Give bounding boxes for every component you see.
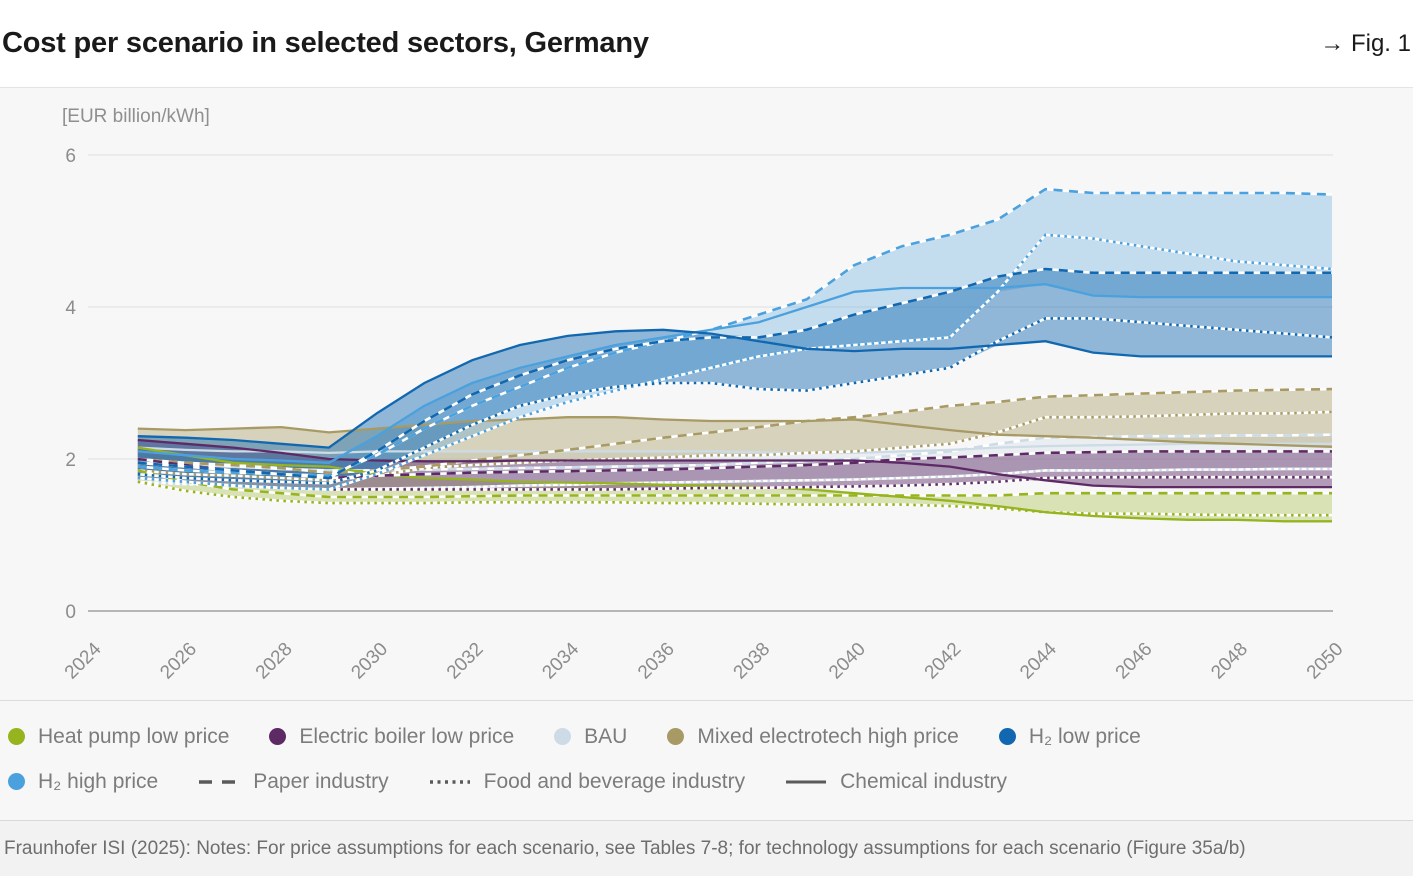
figure-reference: → Fig. 1 — [1320, 29, 1411, 57]
line-heat_pump-chemical — [137, 446, 1332, 523]
x-axis-tick-label: 2034 — [538, 638, 583, 683]
x-axis-tick-label: 2036 — [634, 639, 679, 684]
y-axis-tick-label: 6 — [65, 146, 76, 167]
source-note: Fraunhofer ISI (2025): Notes: For price … — [4, 837, 1246, 859]
legend-item-label: H₂ low price — [1028, 724, 1141, 748]
legend-item-label: H₂ high price — [38, 769, 159, 793]
x-axis-tick-label: 2046 — [1112, 639, 1157, 684]
legend-item-label: Heat pump low price — [38, 724, 230, 748]
legend-item-label: Electric boiler low price — [299, 724, 515, 748]
x-axis-tick-label: 2030 — [347, 639, 392, 684]
legend-item: Heat pump low price — [8, 725, 229, 749]
chart-area: 0 2 4 6 2024 2026 2028 2030 2032 2034 2036 2038 2040… — [0, 88, 1413, 702]
legend-color-dot-icon — [269, 728, 287, 745]
x-axis-tick-label: 2024 — [61, 638, 106, 683]
legend-item: Food and beverage industry — [429, 769, 746, 794]
x-axis-tick-label: 2048 — [1207, 639, 1252, 684]
cost-scenario-chart: 0 2 4 6 2024 2026 2028 2030 2032 2034 2036 2038 2040… — [61, 146, 1348, 684]
x-axis-tick-label: 2032 — [443, 639, 488, 684]
y-axis-tick-label: 0 — [65, 602, 76, 623]
x-axis-tick-label: 2028 — [252, 639, 297, 684]
legend-dotted-line-icon — [429, 779, 470, 784]
line-heat_pump-paper — [137, 469, 1332, 499]
legend-item: BAU — [554, 725, 627, 749]
x-axis-tick-label: 2038 — [730, 639, 775, 684]
legend-divider — [0, 700, 1413, 701]
chart-legend: Heat pump low price Electric boiler low p… — [8, 714, 1408, 804]
legend-item-label: Mixed electrotech high price — [697, 724, 959, 748]
legend-item-label: Food and beverage industry — [483, 769, 746, 793]
legend-dashed-line-icon — [199, 779, 240, 784]
line-bau-food — [137, 467, 1332, 491]
legend-solid-line-icon — [786, 780, 827, 783]
legend-item: Electric boiler low price — [269, 725, 514, 749]
band-mixed — [137, 389, 1332, 481]
legend-item-label: Paper industry — [253, 769, 389, 793]
line-h2_high-chemical — [137, 283, 1332, 464]
line-h2_low-chemical — [137, 328, 1332, 449]
y-axis-tick-label: 2 — [65, 450, 76, 471]
legend-color-dot-icon — [8, 773, 25, 790]
x-axis-tick-label: 2042 — [921, 639, 966, 684]
line-h2_high-paper — [137, 187, 1333, 478]
x-axis-tick-label: 2040 — [825, 639, 870, 684]
legend-item: Chemical industry — [785, 770, 1007, 794]
legend-item-label: Chemical industry — [840, 769, 1008, 793]
legend-item: Paper industry — [198, 769, 389, 794]
band-bau — [137, 434, 1332, 490]
figure-title: Cost per scenario in selected sectors, G… — [2, 27, 649, 59]
legend-row-scenarios: Heat pump low price Electric boiler low p… — [8, 714, 1408, 759]
line-electric_boiler-food — [137, 475, 1332, 491]
line-bau-chemical — [137, 442, 1332, 455]
legend-item: H₂ high price — [8, 770, 158, 794]
legend-item-label: BAU — [584, 724, 628, 748]
x-axis-tick-label: 2050 — [1303, 639, 1348, 684]
legend-color-dot-icon — [8, 728, 25, 745]
line-h2_high-food — [137, 233, 1333, 491]
legend-row-sectors: H₂ high price Paper industry Food and beve… — [8, 759, 1408, 804]
line-mixed-paper — [137, 387, 1333, 475]
y-axis-unit-label: [EUR billion/kWh] — [62, 106, 210, 127]
legend-item: H₂ low price — [998, 724, 1141, 749]
x-axis-tick-label: 2044 — [1016, 638, 1061, 683]
legend-color-dot-icon — [667, 728, 685, 745]
legend-color-dot-icon — [554, 728, 572, 745]
line-electric_boiler-paper — [137, 450, 1332, 480]
source-footer: Fraunhofer ISI (2025): Notes: For price … — [0, 820, 1413, 876]
line-bau-paper — [137, 433, 1333, 472]
legend-color-dot-icon — [998, 728, 1016, 745]
x-axis-tick-label: 2026 — [156, 639, 201, 684]
figure-header: Cost per scenario in selected sectors, G… — [0, 0, 1413, 88]
legend-item: Mixed electrotech high price — [667, 724, 959, 749]
y-axis-tick-label: 4 — [65, 298, 76, 319]
line-mixed-chemical — [137, 416, 1333, 448]
band-h2_low — [137, 269, 1332, 484]
